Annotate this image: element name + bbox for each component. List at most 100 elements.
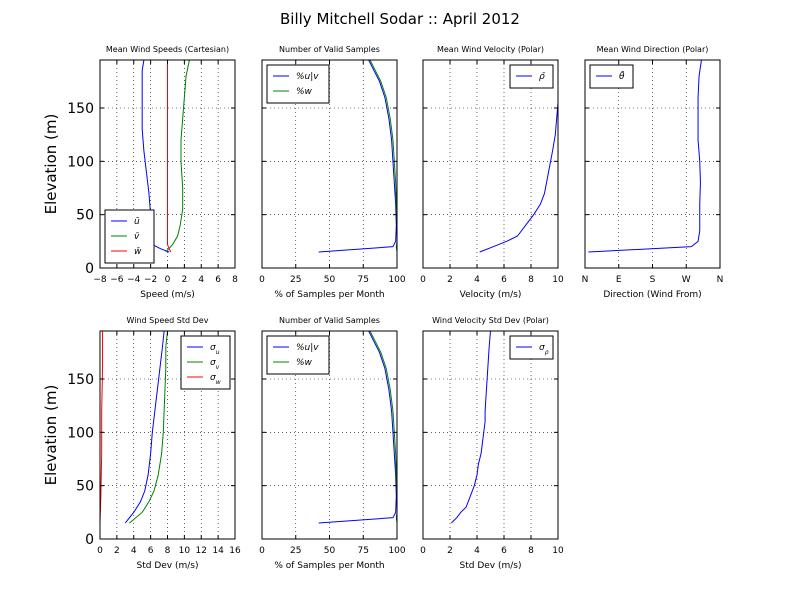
panel-7: Wind Velocity Std Dev (Polar) 0 2 4 6 8 10 Std … xyxy=(420,316,564,571)
legend: σu σv σw xyxy=(180,335,231,390)
panel-title: Wind Velocity Std Dev (Polar) xyxy=(432,316,549,325)
legend-label: %w xyxy=(296,87,313,97)
panel-title: Wind Speed Std Dev xyxy=(127,316,209,325)
x-axis-label: Velocity (m/s) xyxy=(460,290,522,300)
panel-title: Mean Wind Speeds (Cartesian) xyxy=(106,45,229,54)
x-tick-label: 2 xyxy=(447,275,453,285)
x-tick-label: 12 xyxy=(196,546,207,556)
x-tick-label: 4 xyxy=(474,275,480,285)
y-tick-label: 50 xyxy=(76,208,94,224)
x-tick-label: 6 xyxy=(215,275,221,285)
legend-label: σu xyxy=(210,343,220,356)
x-tick-label: 10 xyxy=(552,546,564,556)
x-axis-label: % of Samples per Month xyxy=(274,290,384,300)
legend-label: w̄ xyxy=(134,247,142,257)
x-tick-label: 8 xyxy=(528,546,534,556)
x-tick-label: −4 xyxy=(127,275,141,285)
x-tick-label: 8 xyxy=(232,275,238,285)
x-tick-label: −6 xyxy=(110,275,124,285)
x-axis-label: Direction (Wind From) xyxy=(603,290,701,300)
y-tick-label: 150 xyxy=(67,372,94,388)
legend-label: %w xyxy=(296,358,313,368)
figure-title: Billy Mitchell Sodar :: April 2012 xyxy=(280,10,520,28)
x-axis-label: % of Samples per Month xyxy=(274,561,384,571)
x-tick-label: 100 xyxy=(388,275,405,285)
x-tick-label: 75 xyxy=(358,275,369,285)
series-line xyxy=(588,60,702,253)
x-axis-label: Std Dev (m/s) xyxy=(460,561,522,571)
x-tick-label: 4 xyxy=(131,546,137,556)
panel-title: Mean Wind Direction (Polar) xyxy=(597,45,709,54)
x-tick-label: 14 xyxy=(212,546,224,556)
legend-label: σv xyxy=(210,358,220,371)
legend-label: θ̄ xyxy=(619,70,625,82)
x-tick-label: 75 xyxy=(358,546,369,556)
x-tick-label: 10 xyxy=(179,546,191,556)
x-tick-label: W xyxy=(682,275,691,285)
y-tick-label: 50 xyxy=(76,479,94,495)
x-tick-label: 0 xyxy=(97,546,103,556)
series-line xyxy=(479,86,558,253)
x-tick-label: 6 xyxy=(501,546,507,556)
x-tick-label: 2 xyxy=(114,546,120,556)
legend-label: ρ̄ xyxy=(539,72,546,82)
x-tick-label: 0 xyxy=(420,546,426,556)
x-tick-label: 100 xyxy=(388,546,405,556)
series-line xyxy=(318,331,397,524)
x-tick-label: 25 xyxy=(290,275,301,285)
panel-2: Number of Valid Samples 0 25 50 75 100 % of Sa… xyxy=(259,45,406,300)
x-tick-label: S xyxy=(650,275,656,285)
x-tick-label: 2 xyxy=(447,546,453,556)
x-axis-label: Std Dev (m/s) xyxy=(137,561,199,571)
x-tick-label: E xyxy=(616,275,622,285)
legend-label: v̄ xyxy=(134,232,140,242)
x-tick-label: 2 xyxy=(182,275,188,285)
x-tick-label: 16 xyxy=(229,546,241,556)
x-tick-label: N xyxy=(582,275,589,285)
panel-1: Mean Wind Speeds (Cartesian) −8 −6 −4 −2 0 2 4 6… xyxy=(42,45,238,300)
series-line xyxy=(450,331,491,524)
y-tick-label: 0 xyxy=(85,532,94,548)
x-tick-label: 6 xyxy=(501,275,507,285)
legend: %u|v %w xyxy=(266,64,330,104)
x-tick-label: 0 xyxy=(259,546,265,556)
x-tick-label: 8 xyxy=(165,546,171,556)
legend-box xyxy=(266,335,330,375)
legend: σρ xyxy=(509,335,554,360)
y-tick-label: 0 xyxy=(85,261,94,277)
y-tick-label: 100 xyxy=(67,154,94,170)
series-line xyxy=(318,60,397,253)
plot-frame xyxy=(422,59,559,269)
x-tick-label: −8 xyxy=(93,275,107,285)
x-tick-label: 50 xyxy=(324,275,336,285)
x-axis-label: Speed (m/s) xyxy=(140,290,195,300)
legend: θ̄ xyxy=(589,64,634,89)
legend-box xyxy=(266,64,330,104)
legend: %u|v %w xyxy=(266,335,330,375)
panel-5: Wind Speed Std Dev 0 2 4 6 8 10 12 14 16 0 50 100 150… xyxy=(42,316,241,571)
y-tick-label: 100 xyxy=(67,425,94,441)
y-tick-label: 150 xyxy=(67,101,94,117)
x-tick-label: 0 xyxy=(420,275,426,285)
x-tick-label: 10 xyxy=(552,275,564,285)
panel-4: Mean Wind Direction (Polar) N E S W N Directio… xyxy=(582,45,724,300)
series-line xyxy=(167,60,172,253)
legend-label: ū xyxy=(134,217,140,227)
x-tick-label: 0 xyxy=(165,275,171,285)
x-tick-label: 6 xyxy=(148,546,154,556)
x-tick-label: 25 xyxy=(290,546,301,556)
legend-label: σw xyxy=(210,373,221,386)
x-tick-label: −2 xyxy=(144,275,157,285)
panel-title: Mean Wind Velocity (Polar) xyxy=(437,45,544,54)
legend: ū v̄ w̄ xyxy=(104,209,155,264)
x-tick-label: 8 xyxy=(528,275,534,285)
panel-6: Number of Valid Samples 0 25 50 75 100 % of Sa… xyxy=(259,316,406,571)
y-axis-label: Elevation (m) xyxy=(42,114,60,215)
series-line xyxy=(165,60,190,253)
plot-frame xyxy=(422,330,559,540)
x-tick-label: N xyxy=(717,275,724,285)
x-tick-label: 0 xyxy=(259,275,265,285)
series-line xyxy=(124,331,165,524)
x-tick-label: 4 xyxy=(198,275,204,285)
